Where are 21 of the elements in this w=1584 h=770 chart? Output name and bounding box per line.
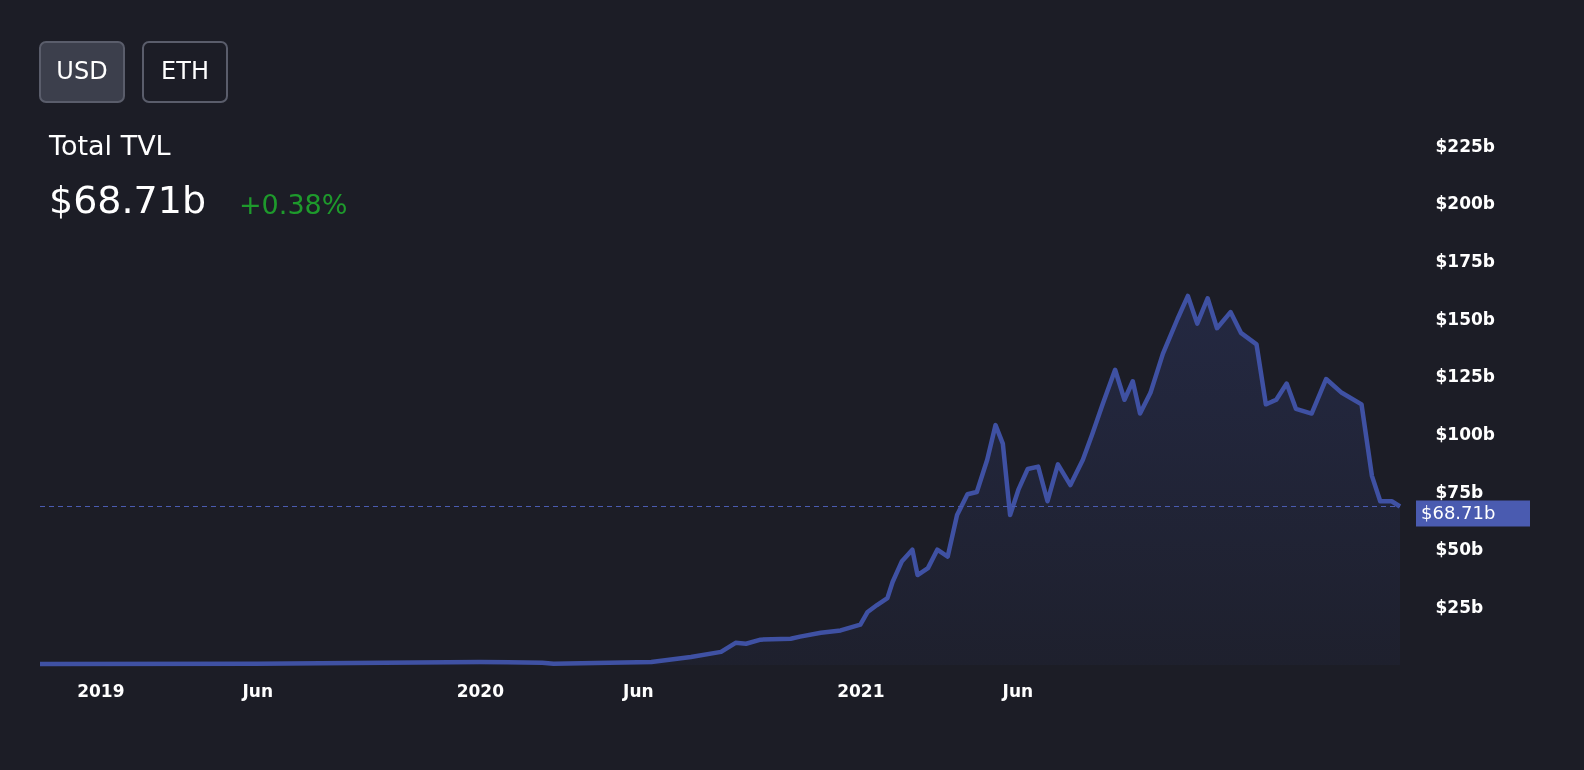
y-tick-label: $175b <box>1435 250 1495 271</box>
annotation: +0.38% <box>239 189 348 220</box>
y-tick-label: $75b <box>1435 481 1484 502</box>
x-tick-label: 2020 <box>456 680 505 701</box>
y-tick-label: $150b <box>1435 308 1495 329</box>
chart-title: Total TVL <box>48 130 171 161</box>
y-tick-label: $200b <box>1435 193 1495 214</box>
x-tick-label: Jun <box>622 680 654 701</box>
text: $68.71b <box>49 178 207 222</box>
x-tick-label: Jun <box>1001 680 1034 701</box>
y-tick-label: $125b <box>1435 366 1495 387</box>
text: ETH <box>161 57 209 85</box>
y-tick-label: $25b <box>1435 596 1484 617</box>
ref-line-label: $68.71b <box>1421 501 1496 523</box>
x-tick-label: 2021 <box>837 680 885 701</box>
y-tick-label: $100b <box>1435 423 1495 444</box>
y-tick-label: $225b <box>1435 135 1495 156</box>
text: USD <box>56 57 108 85</box>
x-tick-label: Jun <box>241 680 274 701</box>
y-tick-label: $50b <box>1435 539 1484 560</box>
x-tick-label: 2019 <box>77 680 125 701</box>
